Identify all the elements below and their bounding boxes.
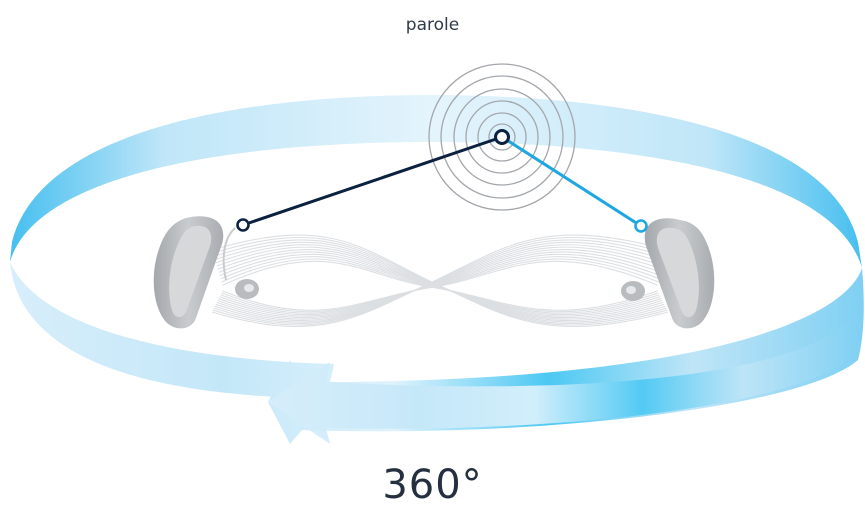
- left-hearing-aid-icon: [153, 216, 259, 329]
- rotation-ring-back: [10, 95, 862, 268]
- sound-source-label: parole: [405, 15, 460, 35]
- left-connection-line: [242, 135, 503, 227]
- right-hearing-aid-icon: [621, 218, 715, 329]
- right-link-endpoint: [634, 219, 648, 233]
- right-connection-line: [501, 135, 642, 228]
- curve-strand: [222, 260, 658, 311]
- arrow-left-icon: [268, 300, 862, 444]
- left-link-endpoint: [236, 218, 250, 232]
- rotation-degree-label: 360°: [382, 462, 483, 508]
- sound-waves-icon: [428, 63, 576, 211]
- sound-source-point: [494, 129, 510, 145]
- figure-eight-curves: [211, 234, 669, 328]
